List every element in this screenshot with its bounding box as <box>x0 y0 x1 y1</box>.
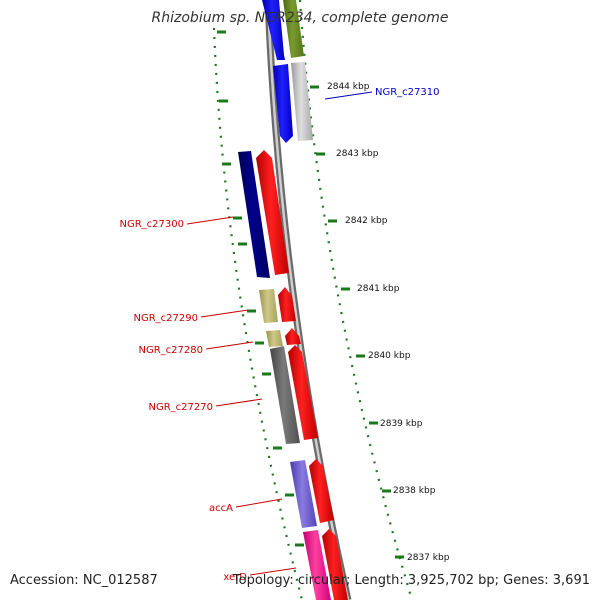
scale-label: 2837 kbp <box>407 553 450 563</box>
gene-labels: NGR_c27310 NGR_c27300 NGR_c27290 NGR_c27… <box>120 87 440 583</box>
gene-pink[interactable] <box>303 530 331 600</box>
gene-label-ngr-c27280: NGR_c27280 <box>139 345 204 356</box>
gene-khaki-1[interactable] <box>259 289 278 323</box>
scale-label: 2842 kbp <box>345 216 388 226</box>
gene-purple[interactable] <box>290 460 317 528</box>
gene-label-acca: accA <box>209 503 233 514</box>
gene-olive[interactable] <box>283 0 304 58</box>
gene-label-ngr-c27270: NGR_c27270 <box>149 402 214 413</box>
scale-label: 2843 kbp <box>336 149 379 159</box>
gene-dark-grey[interactable] <box>270 346 300 444</box>
gene-label-ngr-c27290: NGR_c27290 <box>134 313 199 324</box>
scale-label: 2838 kbp <box>393 486 436 496</box>
reverse-strand-genes <box>238 0 331 600</box>
accession-label: Accession: NC_012587 <box>10 573 158 588</box>
gene-blue-top[interactable] <box>262 0 285 60</box>
scale-label: 2840 kbp <box>368 351 411 361</box>
gene-red-1[interactable] <box>256 150 289 275</box>
outer-scale-ticks <box>310 85 404 559</box>
gene-label-xerd: xerD <box>223 572 247 583</box>
gene-label-ngr-c27310: NGR_c27310 <box>375 87 440 98</box>
gene-red-5[interactable] <box>309 459 334 523</box>
topology-label: Topology: circular; Length: 3,925,702 bp… <box>232 573 590 588</box>
gene-red-2[interactable] <box>278 287 296 322</box>
gene-label-ngr-c27300: NGR_c27300 <box>120 219 185 230</box>
gene-red-6[interactable] <box>322 529 348 600</box>
gene-red-4[interactable] <box>288 345 318 440</box>
map-title: Rhizobium sp. NGR234, complete genome <box>151 10 449 26</box>
scale-label: 2841 kbp <box>357 284 400 294</box>
scale-label: 2839 kbp <box>380 419 423 429</box>
forward-strand-genes <box>256 62 348 600</box>
gene-light-grey[interactable] <box>291 62 313 141</box>
gene-navy[interactable] <box>238 151 270 278</box>
gene-khaki-2[interactable] <box>266 330 283 347</box>
scale-labels: 2844 kbp 2843 kbp 2842 kbp 2841 kbp 2840… <box>327 82 450 563</box>
outer-dotted-ring <box>298 0 414 600</box>
label-connectors <box>186 91 373 576</box>
inner-scale-ticks <box>217 30 304 547</box>
gene-ngr-c27310-reverse[interactable] <box>273 64 293 143</box>
scale-label: 2844 kbp <box>327 82 370 92</box>
gene-red-3[interactable] <box>285 328 301 345</box>
